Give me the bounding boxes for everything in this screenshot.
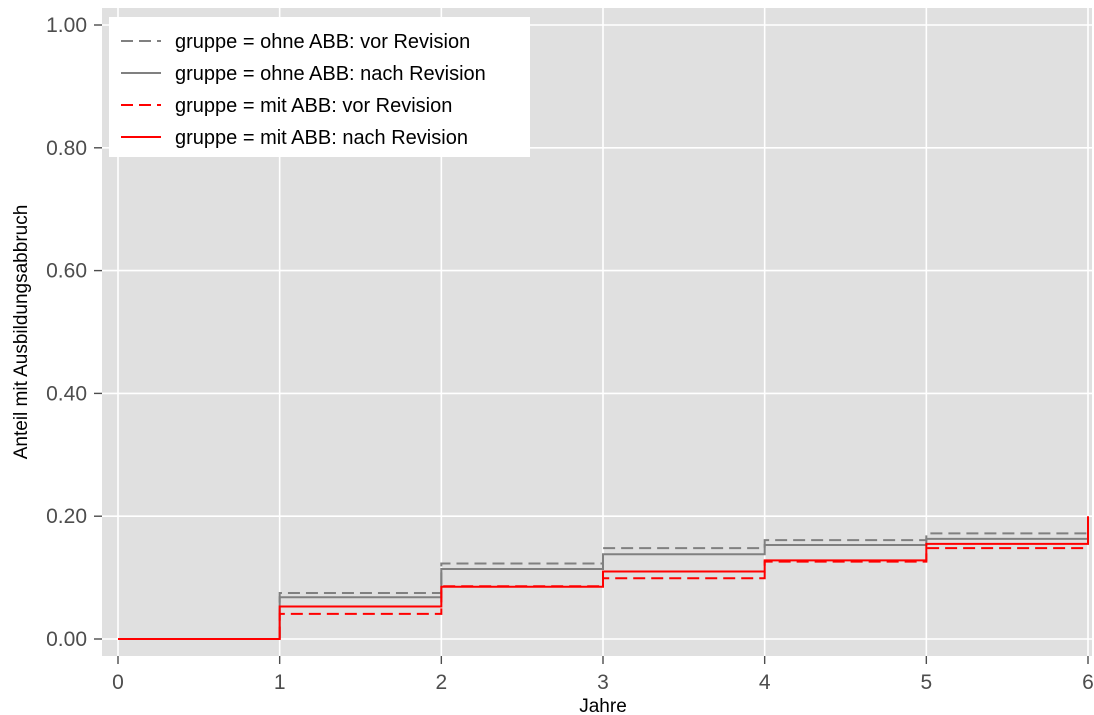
axis-ticks: 0 1 2 3 4 5 6 0.00 0.20 0.40 0.60 0.80 1.00 (46, 14, 1094, 694)
y-tick-label: 0.40 (46, 382, 87, 405)
legend-label: gruppe = mit ABB: vor Revision (175, 95, 452, 117)
x-tick-label: 4 (759, 671, 771, 694)
series-lines (118, 516, 1089, 640)
legend-label: gruppe = mit ABB: nach Revision (175, 127, 468, 149)
legend-label: gruppe = ohne ABB: vor Revision (175, 31, 470, 53)
x-tick-label: 5 (920, 671, 932, 694)
legend-label: gruppe = ohne ABB: nach Revision (175, 63, 486, 85)
y-tick-label: 1.00 (46, 14, 87, 37)
x-axis-title: Jahre (579, 696, 627, 715)
y-tick-label: 0.80 (46, 137, 87, 160)
series-line-3 (118, 516, 1089, 640)
y-tick-label: 0.20 (46, 505, 87, 528)
x-tick-label: 0 (112, 671, 124, 694)
legend-box (109, 17, 530, 157)
y-tick-label: 0.60 (46, 260, 87, 283)
x-tick-label: 3 (597, 671, 609, 694)
x-tick-label: 2 (435, 671, 447, 694)
x-tick-label: 1 (274, 671, 286, 694)
y-tick-label: 0.00 (46, 628, 87, 651)
x-tick-label: 6 (1082, 671, 1094, 694)
legend: gruppe = ohne ABB: vor Revision gruppe = … (109, 17, 530, 157)
y-axis-title: Anteil mit Ausbildungsabbruch (11, 205, 32, 460)
